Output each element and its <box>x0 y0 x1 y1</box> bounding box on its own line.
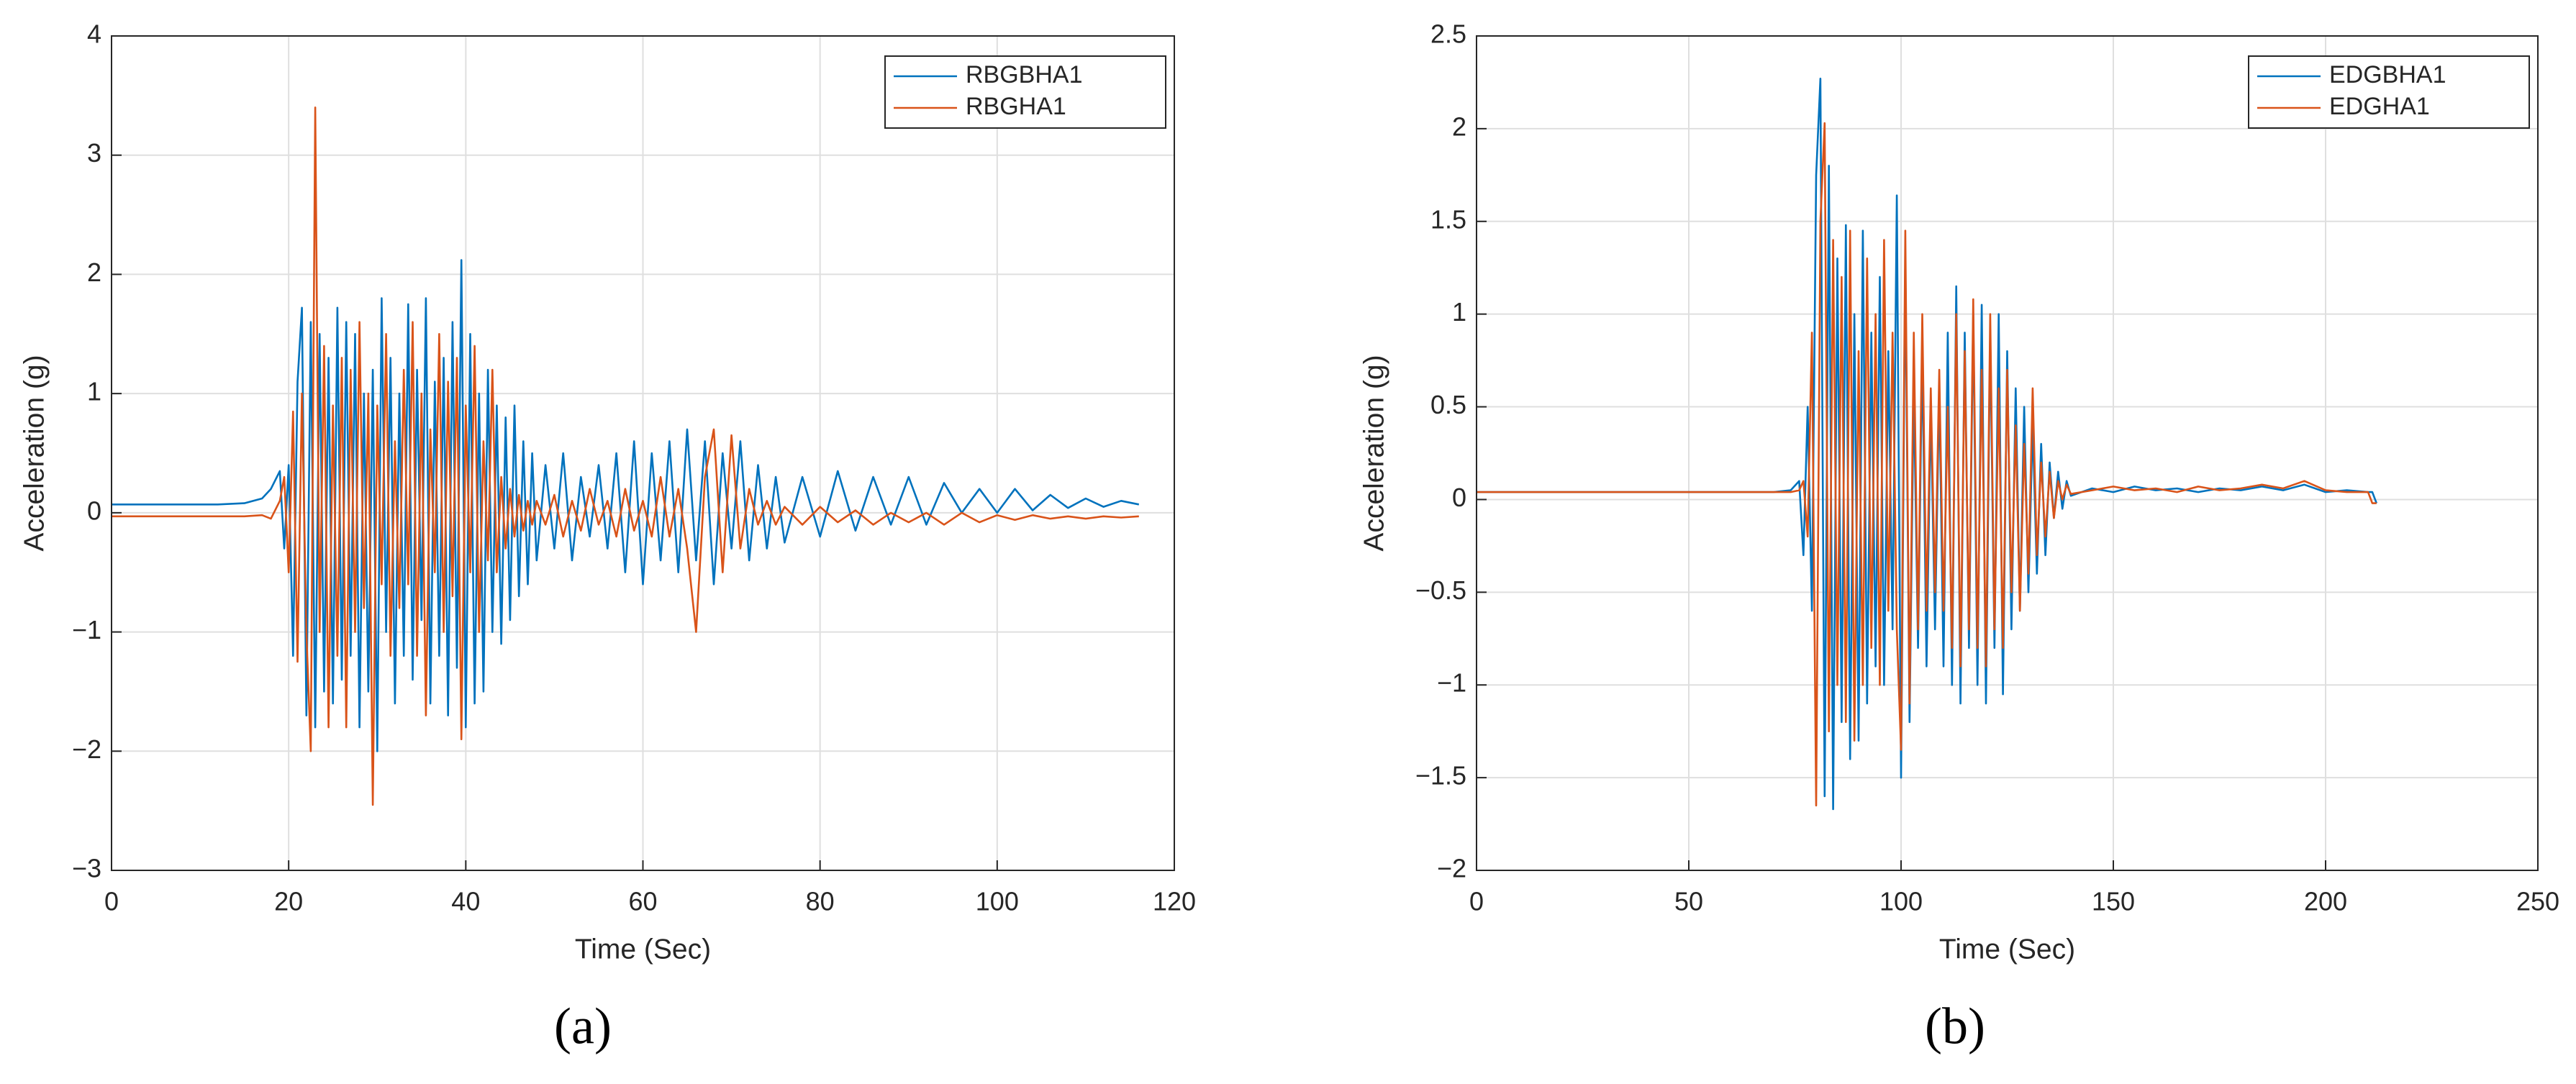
x-tick-label: 100 <box>1879 887 1923 916</box>
x-tick-label: 80 <box>806 887 835 916</box>
x-tick-label: 40 <box>451 887 480 916</box>
caption: (b) <box>1925 998 1985 1055</box>
legend-label: EDGBHA1 <box>2329 61 2446 88</box>
y-tick-label: 1 <box>1452 297 1466 327</box>
x-axis-label: Time (Sec) <box>575 934 711 965</box>
y-tick-label: 1.5 <box>1430 204 1466 234</box>
y-tick-label: 1 <box>87 377 101 406</box>
y-tick-label: −3 <box>72 854 101 883</box>
caption: (a) <box>554 998 612 1055</box>
axes-box <box>1476 35 2539 871</box>
legend-label: EDGHA1 <box>2329 93 2430 120</box>
y-tick-label: 4 <box>87 19 101 49</box>
y-tick-label: 2 <box>87 258 101 287</box>
y-tick-label: 0 <box>87 496 101 525</box>
x-tick-label: 0 <box>1469 887 1484 916</box>
x-tick-label: 120 <box>1153 887 1196 916</box>
x-tick-label: 250 <box>2516 887 2559 916</box>
x-tick-label: 100 <box>976 887 1019 916</box>
x-tick-label: 20 <box>274 887 303 916</box>
subplot: 0 20 40 60 80 100 120 −3 −2 −1 0 1 2 3 4 Time (Sec) Acce… <box>19 19 1196 1055</box>
legend-box <box>884 55 1166 129</box>
x-tick-label: 0 <box>104 887 119 916</box>
x-axis-label: Time (Sec) <box>1939 934 2075 965</box>
x-tick-label: 150 <box>2092 887 2135 916</box>
y-tick-label: 0 <box>1452 483 1466 512</box>
y-tick-label: −2 <box>72 734 101 764</box>
legend: RBGBHA1 RBGHA1 <box>884 55 1166 129</box>
y-tick-label: 2.5 <box>1430 19 1466 49</box>
y-tick-label: 0.5 <box>1430 390 1466 419</box>
y-tick-label: 2 <box>1452 111 1466 141</box>
x-tick-label: 50 <box>1674 887 1703 916</box>
subplot: 0 50 100 150 200 250 −2 −1.5 −1 −0.5 0 0.5 1 1.5 2 2.5 T… <box>1359 19 2559 1055</box>
legend-label: RBGBHA1 <box>966 61 1083 88</box>
legend: EDGBHA1 EDGHA1 <box>2248 55 2530 129</box>
y-tick-label: −1 <box>1437 668 1466 698</box>
axes-box <box>111 35 1175 871</box>
y-tick-label: −2 <box>1437 854 1466 883</box>
y-axis-label: Acceleration (g) <box>1359 355 1389 551</box>
y-tick-label: 3 <box>87 138 101 168</box>
plot-area <box>1477 36 2538 870</box>
legend-box <box>2248 55 2530 129</box>
y-tick-label: −1.5 <box>1415 761 1466 791</box>
legend-label: RBGHA1 <box>966 93 1066 120</box>
y-tick-label: −1 <box>72 615 101 645</box>
x-tick-label: 200 <box>2304 887 2347 916</box>
data-line <box>1477 122 2377 807</box>
y-axis-label: Acceleration (g) <box>19 355 50 551</box>
data-line <box>112 106 1139 806</box>
x-tick-label: 60 <box>628 887 657 916</box>
y-tick-label: −0.5 <box>1415 575 1466 605</box>
